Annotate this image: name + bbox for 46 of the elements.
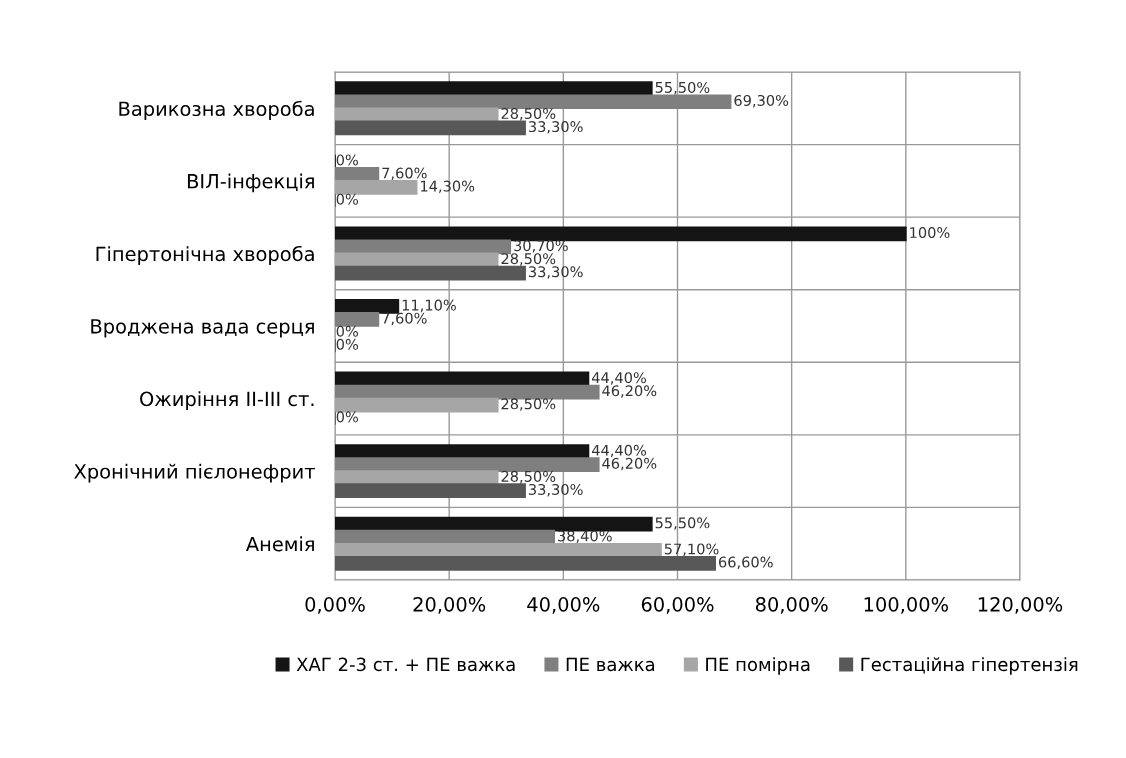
data-label: 0%: [336, 411, 359, 423]
y-tick-label: Гіпертонічна хвороба: [96, 245, 314, 266]
data-label: 28,50%: [501, 253, 556, 266]
data-label: 57,10%: [664, 543, 719, 556]
data-label: 0%: [336, 325, 359, 337]
y-tick-label: Вроджена вада серця: [91, 319, 314, 338]
x-tick-label: 80,00%: [755, 597, 828, 614]
data-label: 28,50%: [501, 470, 556, 484]
data-label: 33,30%: [528, 121, 583, 134]
data-label: 11,10%: [402, 299, 456, 313]
y-tick-label: Варикозна хвороба: [119, 100, 314, 120]
x-tick-label: 40,00%: [527, 597, 600, 614]
data-label: 30,70%: [514, 240, 568, 253]
legend-label: Гестаційна гіпертензія: [861, 657, 1078, 675]
data-label: 7,60%: [382, 312, 427, 326]
legend-label: ПЕ помірна: [706, 657, 810, 675]
data-label: 69,30%: [734, 94, 789, 108]
data-label: 33,30%: [528, 266, 583, 279]
data-label: 7,60%: [382, 167, 427, 181]
data-label: 44,40%: [591, 372, 647, 385]
x-tick-label: 0,00%: [305, 597, 365, 614]
data-label: 66,60%: [718, 556, 773, 570]
data-label: 33,30%: [528, 483, 583, 497]
data-label: 0%: [336, 193, 359, 205]
x-tick-label: 60,00%: [641, 597, 714, 614]
data-label: 28,50%: [501, 108, 556, 121]
x-tick-label: 120,00%: [978, 597, 1063, 614]
legend-label: ХАГ 2-3 ст. + ПЕ важка: [296, 657, 515, 672]
y-tick-label: Ожиріння ІІ-ІІІ ст.: [140, 391, 314, 410]
data-label: 0%: [336, 154, 359, 166]
data-label: 28,50%: [501, 398, 556, 411]
data-label: 44,40%: [591, 444, 647, 458]
y-tick-label: Хронічний пієлонефрит: [74, 463, 315, 483]
data-label: 14,30%: [421, 180, 475, 194]
data-label: 0%: [336, 338, 359, 350]
data-label: 38,40%: [558, 530, 612, 543]
x-tick-label: 100,00%: [864, 597, 949, 614]
x-tick-label: 20,00%: [413, 597, 486, 614]
data-label: 55,50%: [655, 517, 710, 530]
data-label: 100%: [910, 227, 950, 239]
y-tick-label: ВІЛ-інфекція: [187, 173, 314, 193]
legend-label: ПЕ важка: [566, 657, 655, 672]
y-tick-label: Анемія: [245, 536, 314, 552]
data-label: 46,20%: [602, 385, 657, 398]
data-label: 55,50%: [655, 81, 710, 95]
data-label: 46,20%: [602, 457, 657, 471]
